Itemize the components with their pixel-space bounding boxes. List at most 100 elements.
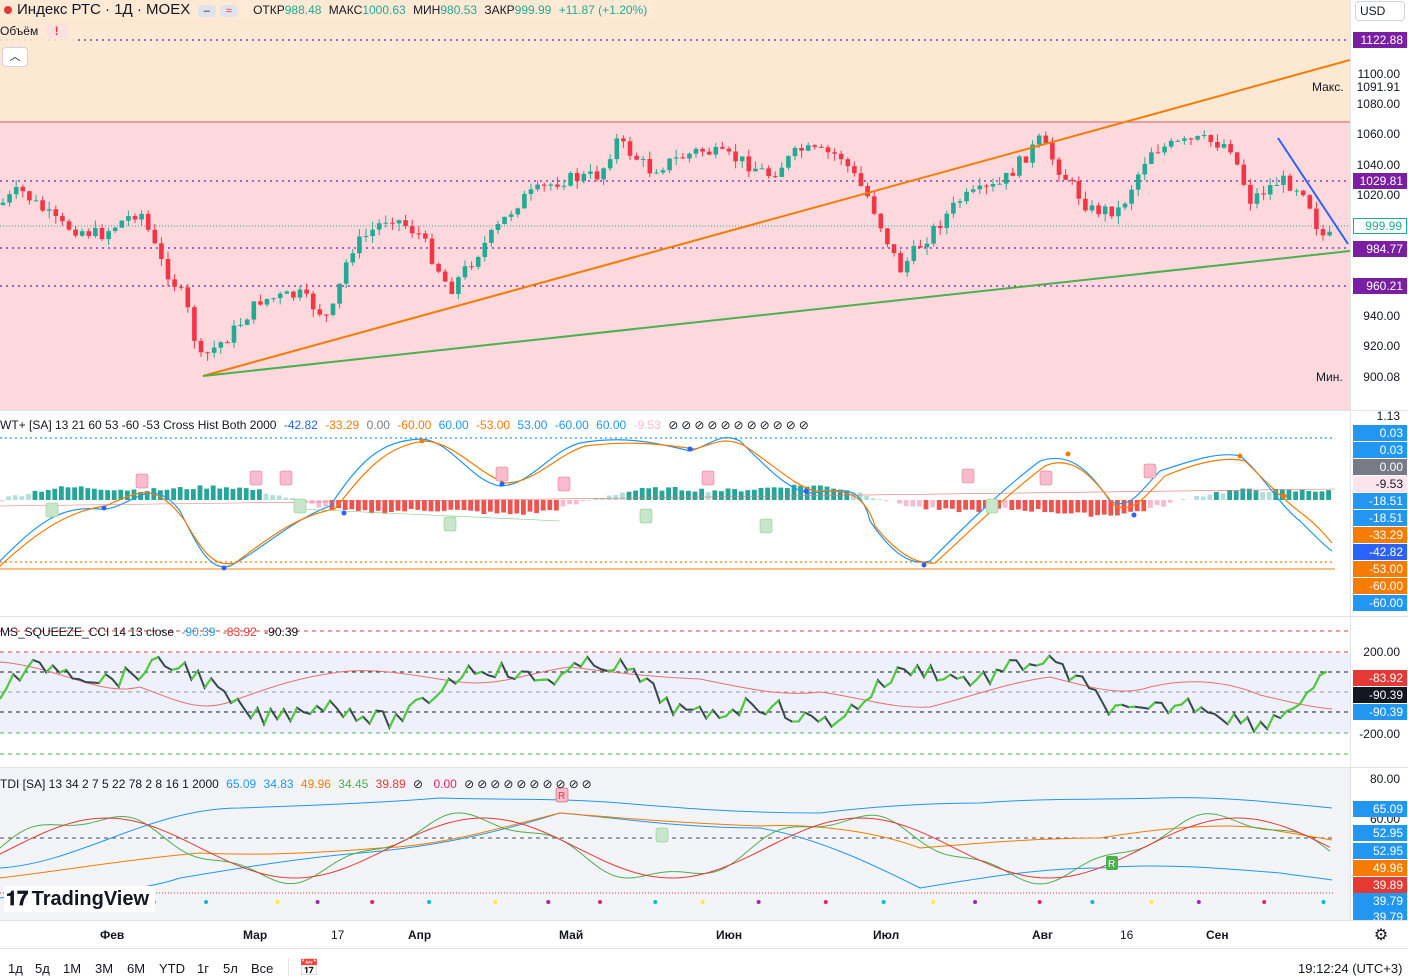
- range-5d-button[interactable]: 5д: [35, 961, 50, 976]
- wt-histogram-bar: [547, 500, 553, 511]
- cci-rising-segment: [1174, 703, 1182, 707]
- wt-histogram-bar: [375, 500, 381, 511]
- wt-histogram-bar: [488, 500, 493, 512]
- candle-body: [746, 156, 752, 172]
- cci-rising-segment: [401, 705, 411, 722]
- range-3m-button[interactable]: 3М: [95, 961, 114, 976]
- candle-body: [376, 223, 382, 230]
- wt-title[interactable]: WT+ [SA] 13 21 60 53 -60 -53 Cross Hist …: [0, 418, 277, 432]
- cci-rising-segment: [837, 715, 846, 722]
- candle-body: [93, 227, 98, 237]
- wt-histogram-bar: [791, 484, 797, 500]
- chevron-up-icon: ︿: [9, 51, 21, 63]
- candle-body: [997, 183, 1002, 185]
- tdi-label: 39.79: [1353, 909, 1407, 924]
- candle-body: [792, 147, 798, 157]
- cci-rising-segment: [639, 677, 648, 683]
- squeeze-axis[interactable]: 200.00 -83.92 -90.39 -90.39 -200.00: [1350, 617, 1408, 767]
- candle-body: [370, 229, 375, 236]
- wt-histogram-bar: [1273, 488, 1279, 500]
- cci-rising-segment: [705, 709, 714, 720]
- wt-histogram-bar: [237, 487, 242, 500]
- range-ytd-button[interactable]: YTD: [159, 961, 185, 976]
- range-6m-button[interactable]: 6М: [127, 961, 146, 976]
- cci-rising-segment: [923, 664, 932, 678]
- price-axis[interactable]: USD 1122.88 1100.00 1091.91 1080.00 1060…: [1350, 0, 1408, 410]
- level-label-960: 960.21: [1353, 278, 1407, 294]
- wt-histogram-bar: [567, 500, 572, 505]
- candle-body: [1234, 152, 1240, 165]
- candle-body: [456, 277, 461, 295]
- candle-body: [324, 314, 329, 316]
- wt-histogram-bar: [243, 488, 249, 500]
- cci-rising-segment: [1253, 721, 1262, 733]
- wt-histogram-bar: [950, 500, 955, 509]
- wt-histogram-bar: [818, 485, 823, 500]
- symbol-title[interactable]: Индекс РТС · 1Д · MOEX: [17, 1, 191, 18]
- cci-rising-segment: [309, 705, 318, 715]
- range-1y-button[interactable]: 1г: [197, 961, 209, 976]
- price-pane[interactable]: [0, 0, 1350, 410]
- candle-body: [990, 183, 996, 187]
- candle-body: [878, 213, 884, 229]
- wt-histogram-bar: [1293, 491, 1298, 500]
- squeeze-legend[interactable]: MS_SQUEEZE_CCI 14 13 close -90.39 -83.92…: [0, 625, 302, 639]
- collapse-legend-button[interactable]: ︿: [2, 47, 28, 67]
- candle-body: [515, 208, 521, 215]
- squeeze-chart: [0, 630, 1350, 755]
- compare-button[interactable]: ‒: [197, 5, 216, 17]
- squeeze-pane[interactable]: [0, 617, 1350, 767]
- range-1m-button[interactable]: 1М: [63, 961, 82, 976]
- wt-histogram-bar: [540, 500, 546, 511]
- range-all-button[interactable]: Все: [251, 961, 274, 976]
- wt-histogram-bar: [798, 485, 803, 500]
- cci-rising-segment: [408, 699, 417, 707]
- level-label-1029: 1029.81: [1353, 173, 1407, 189]
- tradingview-logo[interactable]: 𝟏𝟕 TradingView: [4, 886, 156, 912]
- wt-label: -60.00: [1353, 595, 1407, 611]
- wt-histogram-bar: [125, 490, 130, 500]
- candle-body: [271, 298, 276, 300]
- candle-body: [845, 159, 851, 167]
- chart-settings-button[interactable]: ⚙: [1370, 925, 1392, 945]
- tdi-legend[interactable]: TDI [SA] 13 34 2 7 5 22 78 2 8 16 1 2000…: [0, 777, 599, 791]
- candle-body: [541, 184, 547, 186]
- tdi-title[interactable]: TDI [SA] 13 34 2 7 5 22 78 2 8 16 1 2000: [0, 777, 219, 791]
- tdi-axis[interactable]: 80.00 60.00 65.09 52.95 52.95 49.96 39.8…: [1350, 768, 1408, 924]
- candle-body: [1274, 185, 1280, 187]
- candle-body: [337, 283, 342, 304]
- wt-histogram-bar: [204, 488, 209, 500]
- cci-rising-segment: [725, 708, 734, 717]
- candle-body: [700, 148, 705, 152]
- tdi-pane[interactable]: R R: [0, 768, 1350, 920]
- squeeze-value: -90.39: [264, 625, 299, 639]
- wt-axis[interactable]: 1.13 0.03 0.03 0.00 -9.53 -18.51 -18.51 …: [1350, 409, 1408, 616]
- candle-body: [165, 259, 171, 280]
- price-min-value: 900.08: [1363, 370, 1400, 384]
- warning-icon[interactable]: !: [45, 24, 68, 38]
- range-5y-button[interactable]: 5л: [223, 961, 238, 976]
- candle-body: [634, 155, 639, 160]
- arrows-icon[interactable]: ≈: [219, 5, 238, 17]
- wt-legend[interactable]: WT+ [SA] 13 21 60 53 -60 -53 Cross Hist …: [0, 418, 816, 432]
- volume-legend[interactable]: Объём !: [0, 24, 78, 42]
- wt-histogram-bar: [877, 499, 883, 500]
- candle-body: [126, 216, 131, 221]
- tdi-value: 0.00: [433, 777, 457, 791]
- wt-histogram-bar: [732, 489, 737, 500]
- date-range-button[interactable]: 📅: [299, 958, 319, 978]
- time-axis[interactable]: Фев Мар 17 Апр Май Июн Июл Авг 16 Сен: [0, 921, 1350, 947]
- wt-histogram-bar: [230, 488, 236, 500]
- range-1d-button[interactable]: 1д: [8, 961, 23, 976]
- cci-rising-segment: [25, 659, 34, 670]
- clock[interactable]: 19:12:24 (UTC+3): [1298, 961, 1403, 976]
- wt-histogram-bar: [461, 500, 467, 511]
- wt-histogram-bar: [481, 500, 487, 515]
- candle-body: [152, 229, 158, 244]
- wt-histogram-bar: [276, 495, 282, 500]
- wt-pane[interactable]: [0, 411, 1350, 616]
- candle-body: [621, 138, 626, 142]
- currency-button[interactable]: USD: [1355, 1, 1405, 21]
- squeeze-title[interactable]: MS_SQUEEZE_CCI 14 13 close: [0, 625, 175, 639]
- na-values-icon: ⊘⊘⊘⊘⊘⊘⊘⊘⊘⊘⊘: [668, 418, 812, 432]
